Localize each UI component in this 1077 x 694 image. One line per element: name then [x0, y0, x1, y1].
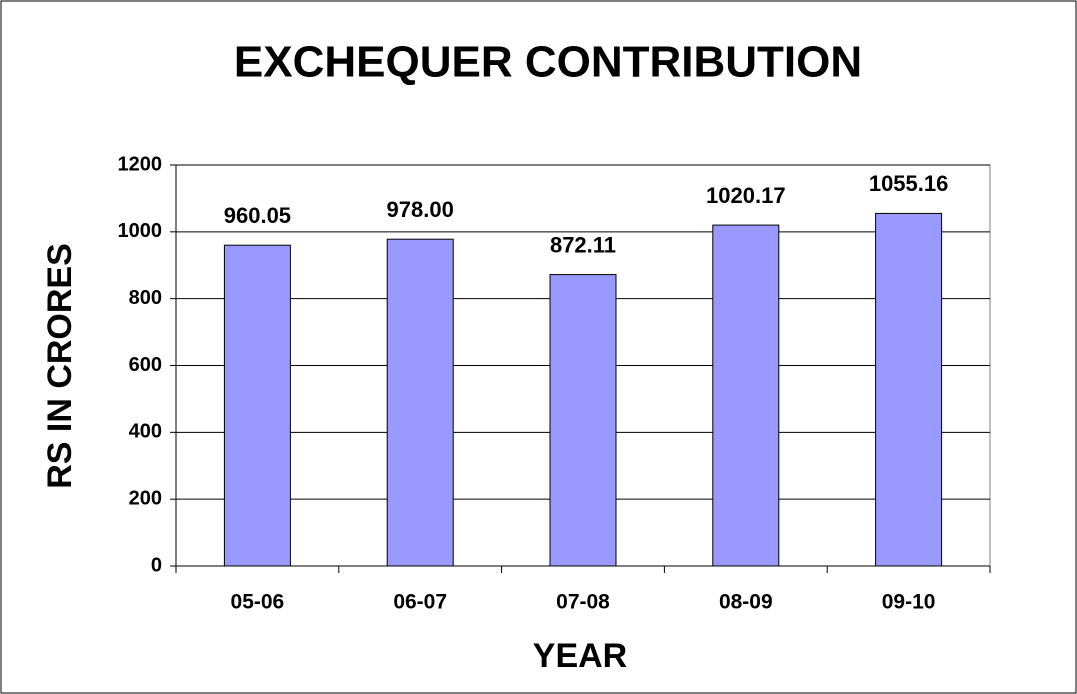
bar	[875, 212, 943, 567]
x-axis-title: YEAR	[533, 637, 627, 675]
x-tick-label: 05-06	[231, 591, 285, 614]
y-tick-label: 0	[151, 554, 162, 576]
y-tick-label: 800	[129, 287, 162, 309]
value-label: 1055.16	[869, 171, 949, 196]
y-tick-label: 400	[129, 421, 162, 443]
x-tick-label: 06-07	[393, 591, 447, 614]
y-axis-title: RS IN CRORES	[41, 243, 79, 489]
value-label: 978.00	[387, 197, 454, 222]
y-tick-label: 200	[129, 487, 162, 509]
x-tick-label: 08-09	[719, 591, 773, 614]
chart-title: EXCHEQUER CONTRIBUTION	[234, 38, 862, 87]
y-tick-label: 1000	[118, 220, 163, 242]
y-tick-label: 1200	[118, 153, 163, 175]
bar	[223, 244, 291, 567]
value-label: 960.05	[224, 203, 291, 228]
x-tick-label: 07-08	[556, 591, 610, 614]
y-tick-label: 600	[129, 354, 162, 376]
bar	[549, 274, 617, 567]
x-tick-label: 09-10	[882, 591, 936, 614]
bar	[712, 224, 780, 567]
value-label: 1020.17	[706, 183, 786, 208]
value-label: 872.11	[550, 232, 616, 257]
bar	[386, 238, 454, 567]
